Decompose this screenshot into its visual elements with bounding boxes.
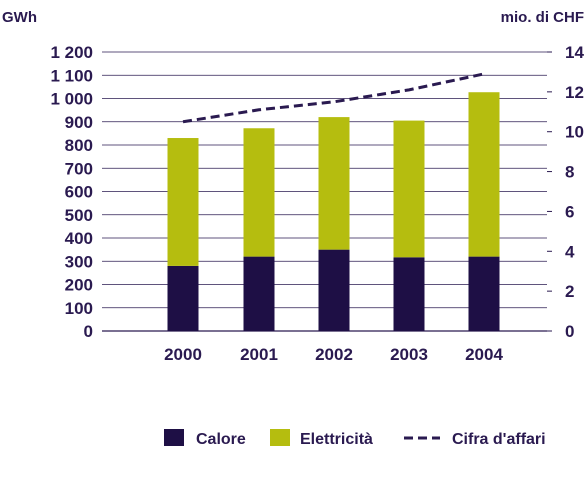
right-tick-label: 2 — [565, 282, 574, 301]
bar-calore-2004 — [468, 256, 500, 331]
left-tick-label: 1 200 — [50, 43, 93, 62]
left-tick-label: 0 — [84, 322, 93, 341]
x-tick-label-2004: 2004 — [465, 345, 503, 364]
revenue-line-group — [182, 72, 485, 124]
left-tick-label: 200 — [65, 276, 93, 295]
x-axis-ticks: 2000 2001 2002 2003 2004 — [164, 345, 503, 364]
left-tick-label: 1 000 — [50, 90, 93, 109]
left-tick-label: 1 100 — [50, 66, 93, 85]
left-tick-label: 400 — [65, 229, 93, 248]
bar-elettricit-2000 — [167, 138, 199, 266]
left-axis-unit: GWh — [2, 9, 37, 26]
bar-elettricit-2003 — [393, 120, 425, 258]
legend-label-revenue: Cifra d'affari — [452, 431, 546, 448]
right-tick-label: 0 — [565, 322, 574, 341]
left-tick-label: 100 — [65, 299, 93, 318]
legend-swatch-elettricita — [270, 429, 290, 446]
left-tick-label: 900 — [65, 113, 93, 132]
bar-calore-2000 — [167, 265, 199, 331]
legend-label-elettricita: Elettricità — [300, 431, 373, 448]
right-tick-label: 4 — [565, 242, 575, 261]
right-tick-label: 6 — [565, 202, 574, 221]
bars — [167, 92, 500, 331]
bar-calore-2002 — [318, 249, 350, 331]
legend-swatch-calore — [164, 429, 184, 446]
bar-elettricit-2002 — [318, 117, 350, 250]
bar-calore-2001 — [243, 256, 275, 331]
bar-elettricit-2001 — [243, 128, 275, 257]
x-tick-label-2001: 2001 — [240, 345, 278, 364]
right-tick-label: 8 — [565, 163, 574, 182]
bar-calore-2003 — [393, 257, 425, 331]
left-tick-label: 800 — [65, 136, 93, 155]
legend: Calore Elettricità Cifra d'affari — [164, 429, 546, 448]
bar-elettricit-2004 — [468, 92, 500, 257]
revenue-line — [182, 72, 485, 124]
right-tick-label: 12 — [565, 83, 584, 102]
left-tick-label: 700 — [65, 159, 93, 178]
x-tick-label-2002: 2002 — [315, 345, 353, 364]
right-tick-label: 14 — [565, 43, 584, 62]
legend-label-calore: Calore — [196, 431, 246, 448]
right-axis-ticks: 0 2 4 6 8 10 12 14 — [547, 43, 584, 341]
x-tick-label-2000: 2000 — [164, 345, 202, 364]
left-tick-label: 500 — [65, 206, 93, 225]
right-axis-unit: mio. di CHF — [501, 9, 584, 26]
right-tick-label: 10 — [565, 123, 584, 142]
left-axis-ticks: 0 100 200 300 400 500 600 700 800 900 1 000 1 100 1 … — [50, 43, 93, 341]
left-tick-label: 300 — [65, 252, 93, 271]
left-tick-label: 600 — [65, 183, 93, 202]
x-tick-label-2003: 2003 — [390, 345, 428, 364]
